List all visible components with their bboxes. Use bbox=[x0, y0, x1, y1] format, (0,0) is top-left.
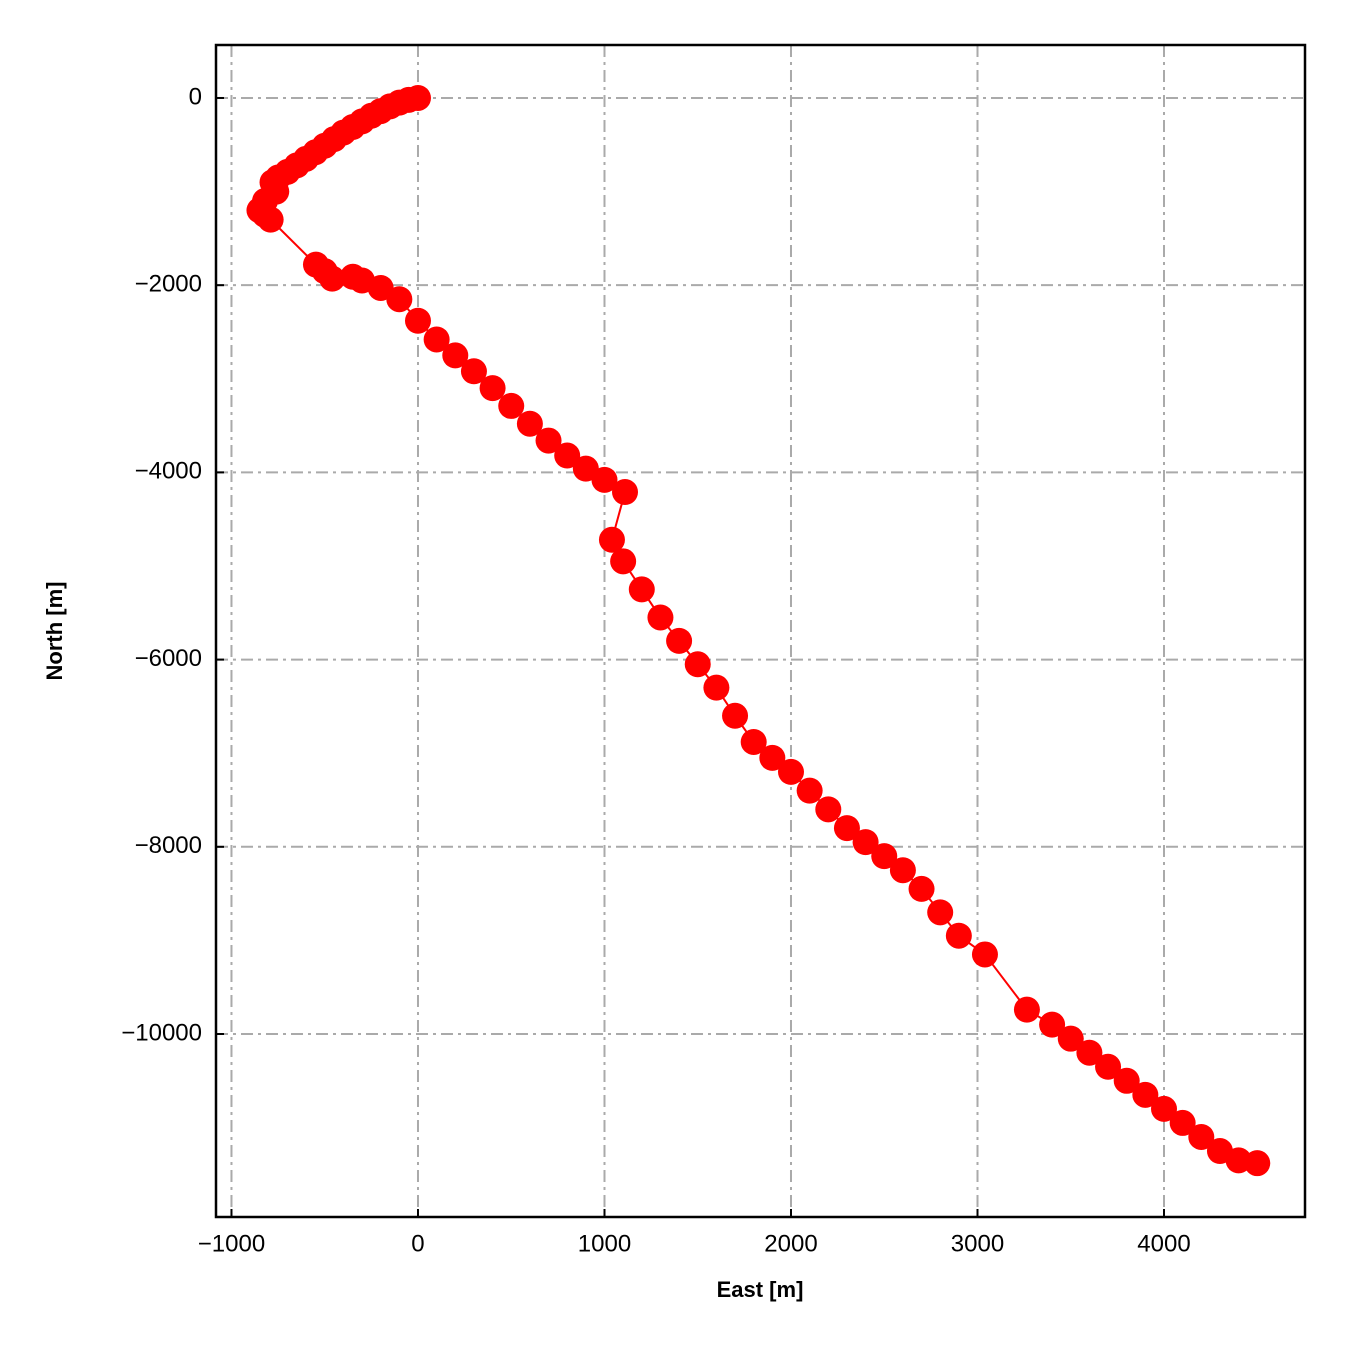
marker bbox=[1151, 1095, 1178, 1122]
data-line bbox=[258, 96, 1258, 1165]
x-tick-label: 2000 bbox=[764, 1230, 817, 1257]
x-tick-label: 3000 bbox=[951, 1230, 1004, 1257]
marker bbox=[479, 375, 506, 402]
marker bbox=[703, 674, 730, 701]
marker bbox=[1244, 1150, 1271, 1177]
marker bbox=[1095, 1053, 1122, 1080]
marker bbox=[759, 744, 786, 771]
marker bbox=[1132, 1081, 1159, 1108]
marker bbox=[404, 307, 431, 334]
x-tick-label: 0 bbox=[411, 1230, 424, 1257]
marker bbox=[815, 796, 842, 823]
marker bbox=[777, 758, 804, 785]
plot-frame bbox=[214, 43, 1307, 1219]
marker bbox=[927, 899, 954, 926]
marker bbox=[796, 777, 823, 804]
marker bbox=[684, 651, 711, 678]
marker bbox=[319, 265, 346, 292]
marker bbox=[740, 728, 767, 755]
marker bbox=[423, 326, 450, 353]
marker bbox=[971, 941, 998, 968]
marker bbox=[367, 274, 394, 301]
marker bbox=[1188, 1123, 1215, 1150]
y-tick-label: −10000 bbox=[121, 1019, 202, 1046]
marker bbox=[257, 206, 284, 233]
marker bbox=[591, 466, 618, 493]
marker bbox=[908, 875, 935, 902]
marker bbox=[1076, 1039, 1103, 1066]
marker bbox=[1057, 1025, 1084, 1052]
y-tick-label: −2000 bbox=[135, 271, 202, 298]
y-tick-label: −6000 bbox=[135, 645, 202, 672]
marker bbox=[610, 548, 637, 575]
marker bbox=[1169, 1109, 1196, 1136]
marker bbox=[647, 604, 674, 631]
marker bbox=[628, 576, 655, 603]
marker bbox=[1113, 1067, 1140, 1094]
marker bbox=[871, 843, 898, 870]
marker bbox=[1039, 1011, 1066, 1038]
marker bbox=[612, 479, 639, 506]
marker bbox=[460, 358, 487, 385]
marker bbox=[833, 815, 860, 842]
marker bbox=[852, 829, 879, 856]
marker bbox=[535, 427, 562, 454]
y-tick-label: −8000 bbox=[135, 832, 202, 859]
marker bbox=[386, 286, 413, 313]
marker bbox=[498, 392, 525, 419]
x-tick-label: 4000 bbox=[1137, 1230, 1190, 1257]
x-tick-label: −1000 bbox=[198, 1230, 265, 1257]
x-tick-label: 1000 bbox=[578, 1230, 631, 1257]
marker bbox=[516, 410, 543, 437]
marker bbox=[945, 922, 972, 949]
y-tick-label: 0 bbox=[189, 83, 202, 110]
y-axis-label: North [m] bbox=[42, 582, 67, 681]
marker bbox=[722, 702, 749, 729]
y-tick-label: −4000 bbox=[135, 458, 202, 485]
marker bbox=[572, 455, 599, 482]
marker bbox=[666, 627, 693, 654]
marker bbox=[554, 442, 581, 469]
marker bbox=[442, 342, 469, 369]
x-axis-label: East [m] bbox=[717, 1277, 804, 1302]
marker bbox=[598, 526, 625, 553]
marker bbox=[889, 857, 916, 884]
marker bbox=[1013, 996, 1040, 1023]
